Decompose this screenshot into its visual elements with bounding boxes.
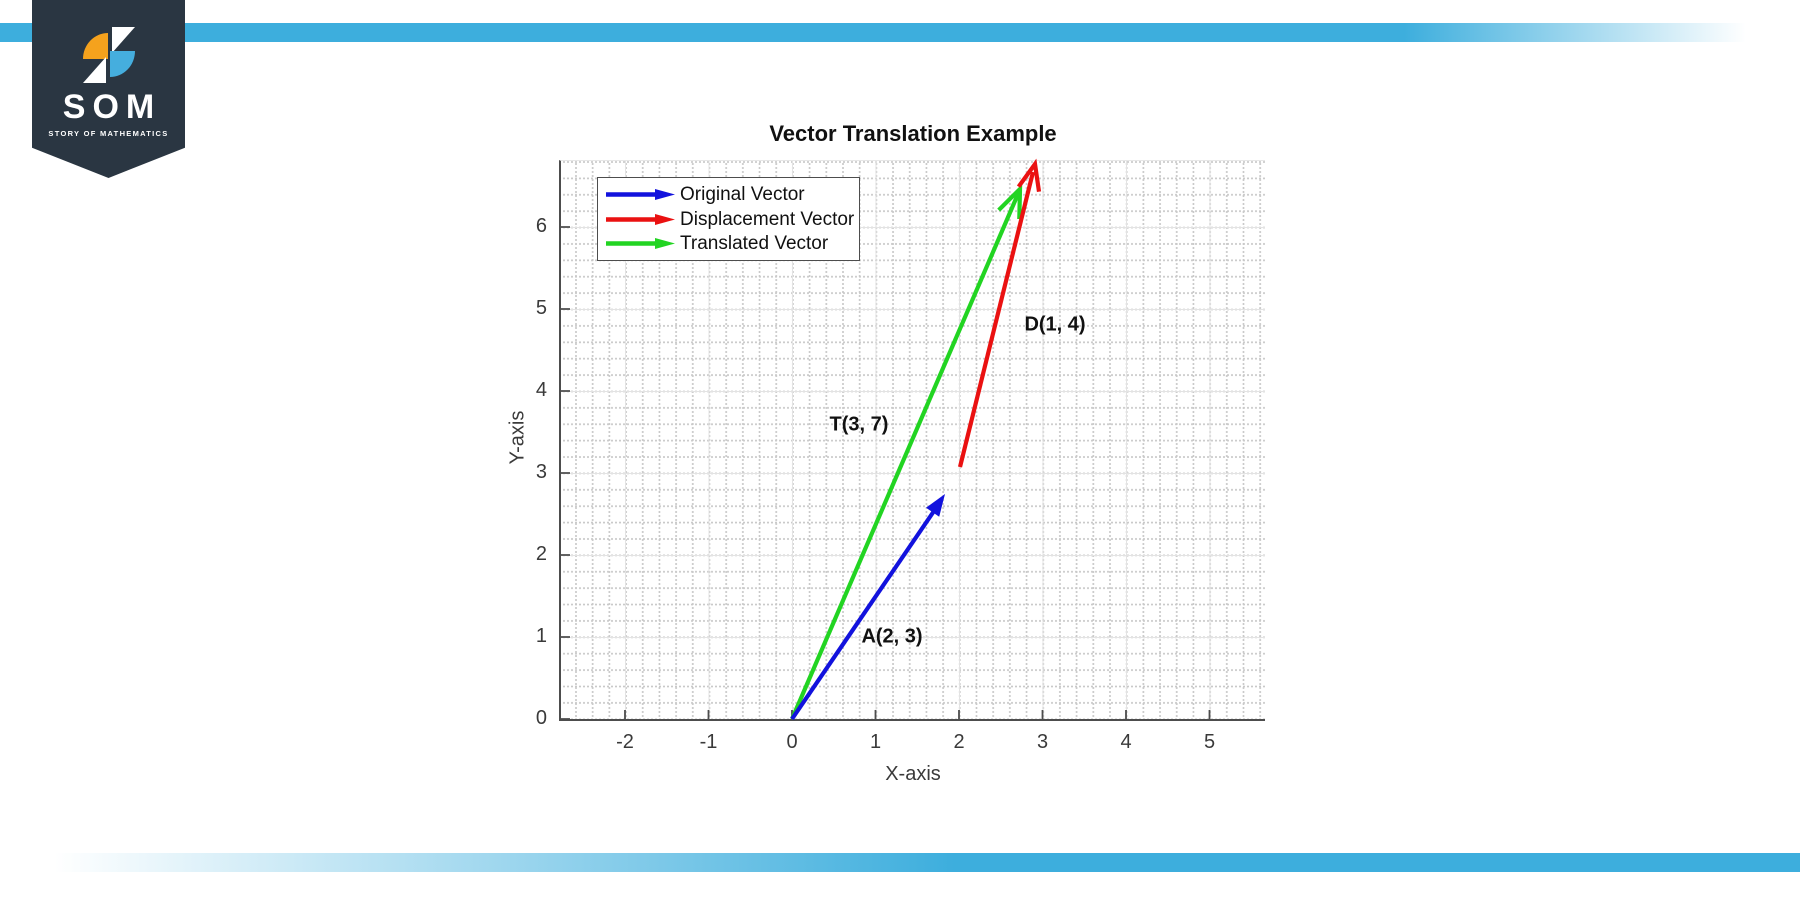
vector-plot-canvas — [561, 158, 1211, 721]
top-accent-stripe — [0, 23, 1800, 42]
som-logo-banner: SOM STORY OF MATHEMATICS — [32, 0, 185, 178]
x-axis-label: X-axis — [885, 763, 941, 785]
plot-area: Vector Translation Example A(2, 3) D(1, … — [507, 121, 1265, 785]
y-tick-label: 3 — [535, 461, 547, 483]
displacement-vector-arrow — [957, 158, 1042, 468]
x-tick-label: 1 — [869, 731, 882, 753]
y-tick-label: 5 — [535, 297, 547, 319]
y-tick-label: 6 — [535, 215, 547, 237]
x-tick-label: 3 — [1036, 731, 1049, 753]
annotation-t: T(3, 7) — [829, 413, 889, 436]
legend-entry-label: Translated Vector — [680, 232, 829, 254]
chart-title: Vector Translation Example — [769, 121, 1057, 146]
legend-entry: Displacement Vector — [598, 210, 859, 229]
som-logo-text: SOM — [62, 88, 162, 126]
legend: Original Vector Displacement Vector Tran… — [597, 177, 860, 261]
y-tick-label: 0 — [535, 707, 547, 729]
x-tick-label: 5 — [1203, 731, 1216, 753]
y-axis-label: Y-axis — [506, 410, 529, 465]
original-vector-arrow — [790, 494, 945, 721]
legend-entry: Original Vector — [598, 185, 859, 204]
x-tick-label: -1 — [699, 731, 718, 753]
translated-vector-arrow — [790, 183, 1023, 720]
x-tick-label: 2 — [953, 731, 965, 753]
bottom-accent-stripe — [0, 853, 1800, 872]
legend-arrow-icon — [606, 213, 675, 225]
annotation-a: A(2, 3) — [861, 625, 923, 648]
annotation-d: D(1, 4) — [1024, 313, 1086, 336]
x-tick-label: 4 — [1120, 731, 1132, 753]
y-tick-label: 1 — [535, 625, 547, 647]
som-logo-tagline: STORY OF MATHEMATICS — [48, 129, 169, 138]
legend-entry-label: Original Vector — [680, 184, 805, 206]
legend-entry-label: Displacement Vector — [680, 208, 855, 230]
y-tick-label: 2 — [535, 543, 547, 565]
x-tick-label: 0 — [786, 731, 798, 753]
legend-entry: Translated Vector — [598, 234, 859, 253]
legend-arrow-icon — [606, 189, 675, 201]
legend-arrow-icon — [606, 237, 675, 249]
y-tick-label: 4 — [535, 379, 547, 401]
x-tick-label: -2 — [616, 731, 634, 753]
som-pinwheel-icon — [82, 27, 135, 83]
